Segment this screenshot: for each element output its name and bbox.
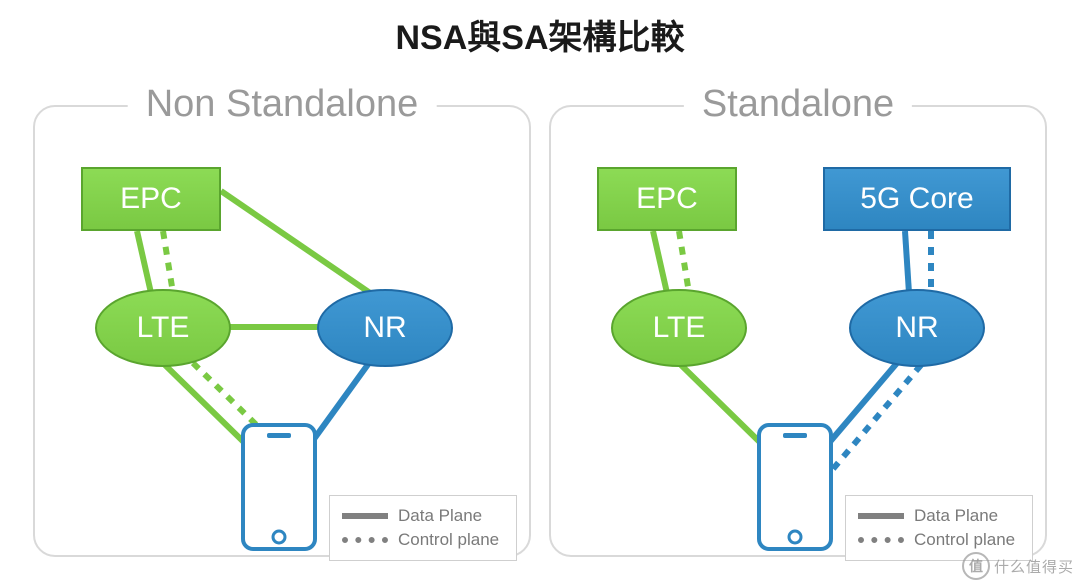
sa-node-epc-label: EPC — [636, 182, 698, 216]
nsa-legend-label-0: Data Plane — [398, 506, 482, 526]
page-title: NSA與SA架構比較 — [0, 0, 1080, 59]
nsa-node-lte: LTE — [95, 289, 231, 367]
nsa-legend-sample-dashed-icon — [342, 537, 388, 543]
sa-node-nr: NR — [849, 289, 985, 367]
panels-row: Non Standalone EPCLTENRData PlaneControl… — [0, 77, 1080, 557]
sa-edge-epc-lte-dashed — [679, 231, 689, 293]
sa-node-nr-label: NR — [895, 311, 938, 345]
nsa-node-epc: EPC — [81, 167, 221, 231]
nsa-legend-sample-solid-icon — [342, 513, 388, 519]
sa-legend-sample-solid-icon — [858, 513, 904, 519]
nsa-legend-row-1: Control plane — [342, 528, 504, 552]
nsa-node-nr-label: NR — [363, 311, 406, 345]
sa-legend-row-0: Data Plane — [858, 504, 1020, 528]
sa-edge-nr-phone-dashed — [833, 365, 921, 469]
nsa-edge-epc-lte-solid — [137, 231, 151, 293]
sa-legend-label-1: Control plane — [914, 530, 1015, 550]
sa-node-core5g-label: 5G Core — [860, 182, 973, 216]
sa-edge-epc-lte-solid — [653, 231, 667, 293]
nsa-legend-label-1: Control plane — [398, 530, 499, 550]
watermark: 值 什么值得买 — [962, 552, 1074, 580]
nsa-node-nr: NR — [317, 289, 453, 367]
sa-node-epc: EPC — [597, 167, 737, 231]
sa-legend-row-1: Control plane — [858, 528, 1020, 552]
sa-node-lte-label: LTE — [653, 311, 706, 345]
watermark-text: 什么值得买 — [994, 556, 1074, 577]
nsa-phone-icon — [243, 425, 315, 549]
nsa-node-epc-label: EPC — [120, 182, 182, 216]
sa-edge-core5g-nr-solid — [905, 231, 909, 293]
sa-legend-label-0: Data Plane — [914, 506, 998, 526]
nsa-edge-epc-nr-solid — [221, 191, 373, 295]
nsa-legend-row-0: Data Plane — [342, 504, 504, 528]
watermark-badge-icon: 值 — [962, 552, 990, 580]
sa-phone-icon — [759, 425, 831, 549]
sa-node-core5g: 5G Core — [823, 167, 1011, 231]
panel-sa: Standalone EPC5G CoreLTENRData PlaneCont… — [549, 77, 1047, 557]
panel-nsa: Non Standalone EPCLTENRData PlaneControl… — [33, 77, 531, 557]
nsa-node-lte-label: LTE — [137, 311, 190, 345]
sa-legend-sample-dashed-icon — [858, 537, 904, 543]
sa-node-lte: LTE — [611, 289, 747, 367]
nsa-edge-epc-lte-dashed — [163, 231, 173, 293]
nsa-legend: Data Plane Control plane — [329, 495, 517, 561]
title-text: NSA與SA架構比較 — [395, 19, 684, 57]
